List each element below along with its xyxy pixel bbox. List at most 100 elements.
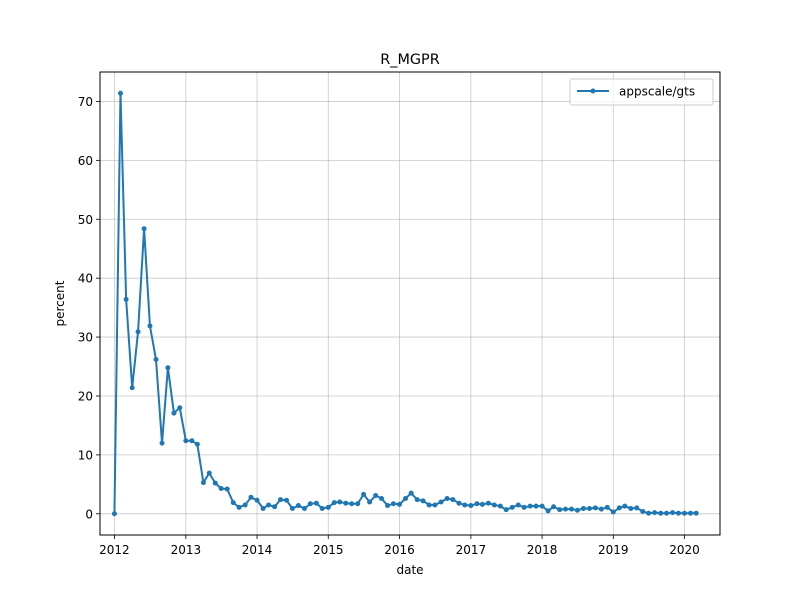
data-point (598, 506, 604, 512)
data-point (551, 504, 557, 510)
data-point (664, 510, 670, 516)
data-point (367, 499, 373, 505)
data-point (200, 480, 206, 486)
legend-marker-icon (590, 88, 596, 94)
grid (100, 72, 720, 535)
data-point (420, 498, 426, 504)
legend: appscale/gts (569, 78, 714, 106)
chart-title: R_MGPR (380, 52, 439, 68)
data-point (521, 504, 527, 510)
data-point (503, 507, 509, 513)
data-point (586, 505, 592, 511)
data-point (295, 503, 301, 509)
data-point (355, 501, 361, 507)
data-point (343, 500, 349, 506)
legend-label: appscale/gts (619, 85, 695, 99)
x-tick-label: 2012 (99, 543, 130, 557)
data-point (218, 485, 224, 491)
data-point (408, 490, 414, 496)
data-point (331, 500, 337, 506)
data-point (284, 497, 290, 503)
data-point (117, 90, 123, 96)
data-point (254, 497, 260, 503)
data-point (236, 504, 242, 510)
data-point (604, 504, 610, 510)
data-point (379, 495, 385, 501)
data-point (373, 493, 379, 499)
data-point (385, 503, 391, 509)
data-point (183, 438, 189, 444)
data-point (206, 470, 212, 476)
x-tick-label: 2015 (313, 543, 344, 557)
data-point (693, 510, 699, 516)
data-point (444, 495, 450, 501)
data-point (515, 502, 521, 508)
data-point (681, 510, 687, 516)
data-point (123, 296, 129, 302)
x-axis-label: date (396, 563, 423, 577)
data-point (403, 495, 409, 501)
data-point (539, 503, 545, 509)
data-point (616, 505, 622, 511)
data-point (129, 385, 135, 391)
data-point (634, 505, 640, 511)
data-point (135, 329, 141, 335)
data-point (171, 410, 177, 416)
y-tick-label: 60 (78, 154, 93, 168)
data-point (533, 503, 539, 509)
data-point (670, 510, 676, 516)
x-tick-label: 2018 (527, 543, 558, 557)
data-point (277, 497, 283, 503)
data-point (165, 365, 171, 371)
data-point (212, 480, 218, 486)
y-axis: 0 10 20 30 40 50 60 70 (78, 95, 100, 521)
data-point (349, 501, 355, 507)
data-point (266, 502, 272, 508)
x-tick-label: 2013 (171, 543, 202, 557)
y-axis-label: percent (53, 280, 67, 326)
data-point (462, 502, 468, 508)
x-tick-label: 2020 (669, 543, 700, 557)
x-axis: 2012 2013 2014 2015 2016 2017 2018 2019 2020 (99, 535, 700, 557)
data-point (527, 503, 533, 509)
data-point (337, 499, 343, 505)
data-point (141, 226, 147, 232)
y-tick-label: 30 (78, 331, 93, 345)
data-point (361, 491, 367, 497)
data-point (438, 499, 444, 505)
data-point (622, 503, 628, 509)
data-point (509, 504, 515, 510)
data-point (640, 508, 646, 514)
series-layer (111, 90, 699, 517)
data-point (224, 486, 230, 492)
x-tick-label: 2016 (384, 543, 415, 557)
data-point (272, 504, 278, 510)
data-point (242, 502, 248, 508)
data-point (159, 440, 165, 446)
data-point (153, 356, 159, 362)
y-tick-label: 20 (78, 389, 93, 403)
x-tick-label: 2014 (242, 543, 273, 557)
data-point (491, 502, 497, 508)
data-point (610, 509, 616, 515)
plot-frame (99, 71, 721, 536)
data-point (390, 501, 396, 507)
data-point (313, 500, 319, 506)
data-point (450, 497, 456, 503)
data-point (646, 510, 652, 516)
data-point (569, 506, 575, 512)
data-point (658, 510, 664, 516)
data-point (688, 510, 694, 516)
data-point (147, 323, 153, 329)
data-point (628, 505, 634, 511)
data-point (325, 504, 331, 510)
x-tick-label: 2017 (456, 543, 487, 557)
data-point (468, 503, 474, 509)
y-tick-label: 0 (85, 507, 93, 521)
data-point (289, 505, 295, 511)
data-point (432, 502, 438, 508)
data-point (580, 505, 586, 511)
data-point (557, 507, 563, 513)
data-point (230, 500, 236, 506)
